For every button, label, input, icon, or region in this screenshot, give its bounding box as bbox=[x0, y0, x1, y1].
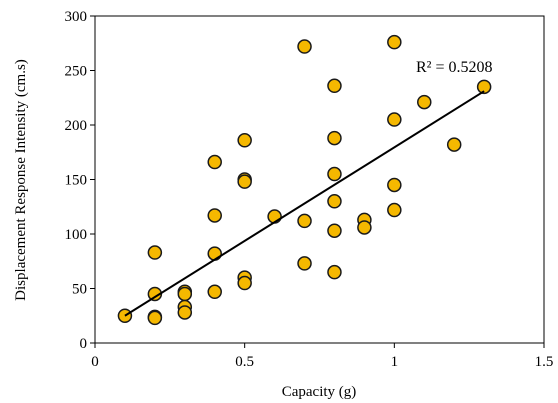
data-point bbox=[207, 154, 222, 170]
data-point bbox=[357, 220, 372, 235]
data-point bbox=[417, 94, 432, 110]
data-point bbox=[207, 284, 222, 300]
trendline bbox=[124, 90, 485, 317]
data-point bbox=[387, 34, 402, 50]
data-point bbox=[297, 256, 312, 271]
data-point bbox=[327, 264, 342, 280]
data-point bbox=[237, 174, 252, 189]
x-tick-label: 0.5 bbox=[235, 354, 254, 370]
data-point bbox=[297, 213, 312, 229]
data-point bbox=[207, 208, 222, 223]
data-point bbox=[446, 137, 462, 152]
data-point bbox=[147, 245, 163, 260]
y-tick-label: 50 bbox=[72, 282, 87, 298]
tick-labels: 0 0.5 1 1.5 0 50 100 150 200 250 300 bbox=[65, 9, 554, 370]
y-tick-label: 250 bbox=[65, 64, 88, 80]
axes bbox=[90, 15, 545, 348]
data-point bbox=[476, 79, 492, 95]
x-tick-label: 0 bbox=[91, 354, 99, 370]
x-axis-title: Capacity (g) bbox=[282, 384, 357, 400]
data-point bbox=[387, 112, 402, 127]
y-tick-label: 100 bbox=[65, 227, 88, 243]
y-axis-title: Displacement Response Intensity (cm.s) bbox=[13, 59, 29, 301]
data-point bbox=[327, 166, 342, 182]
trendline-group bbox=[124, 90, 485, 317]
data-point bbox=[327, 194, 342, 209]
y-tick-label: 300 bbox=[65, 9, 88, 25]
y-tick-label: 0 bbox=[80, 336, 88, 352]
data-point bbox=[177, 305, 193, 320]
data-point bbox=[327, 78, 342, 94]
data-point bbox=[327, 130, 342, 146]
data-point bbox=[237, 133, 252, 148]
x-tick-label: 1.5 bbox=[535, 354, 554, 370]
data-point bbox=[387, 177, 402, 193]
data-points bbox=[117, 34, 492, 326]
data-point bbox=[207, 246, 222, 261]
x-tick-label: 1 bbox=[391, 354, 399, 370]
data-point bbox=[327, 223, 342, 238]
data-point bbox=[387, 202, 402, 218]
y-tick-label: 200 bbox=[65, 118, 88, 134]
data-point bbox=[297, 39, 312, 54]
data-point bbox=[147, 310, 163, 326]
y-tick-label: 150 bbox=[65, 173, 88, 189]
data-point bbox=[237, 275, 252, 291]
data-point bbox=[177, 286, 193, 302]
r-squared-annotation: R² = 0.5208 bbox=[416, 59, 493, 76]
